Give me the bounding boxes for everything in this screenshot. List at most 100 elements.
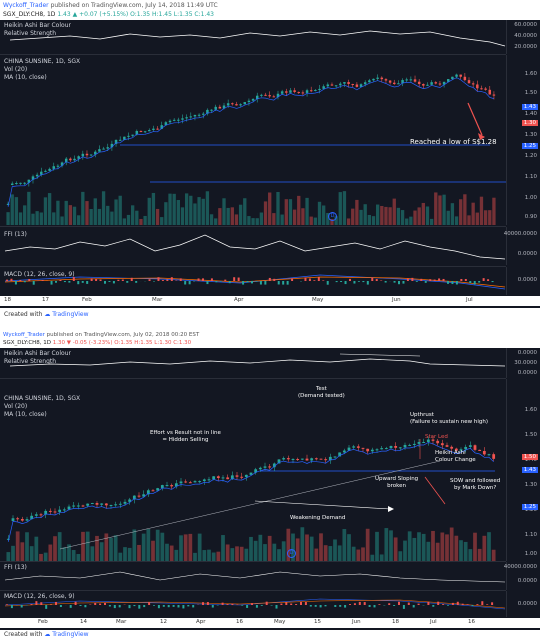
volume-bar [384, 528, 389, 561]
candle-body [403, 444, 407, 448]
macd-chart [4, 598, 506, 610]
volume-bar [179, 535, 183, 561]
candle-body [230, 475, 234, 480]
volume-bar [459, 540, 463, 561]
macd-histogram-bar [486, 604, 489, 605]
volume-bar [346, 218, 351, 225]
macd-histogram-bar [30, 604, 33, 605]
macd-histogram-bar [280, 603, 283, 605]
volume-bar [141, 533, 146, 561]
macd-histogram-bar [130, 277, 133, 281]
candle-body [85, 153, 89, 156]
author-link[interactable]: Wyckoff_Trader [3, 2, 49, 9]
price-tick: 1.50 [524, 432, 537, 438]
candle-body [338, 452, 342, 457]
macd-histogram-bar [251, 603, 253, 605]
support-annotation: Upward Sloping broken [375, 476, 419, 489]
fi-axis: 40000.0000 0.0000 [504, 562, 540, 590]
volume-bar [57, 532, 62, 561]
macd-histogram-bar [237, 277, 240, 281]
price-tick: 1.20 [524, 507, 537, 513]
candle-body [174, 483, 178, 487]
macd-histogram-bar [197, 278, 200, 281]
macd-histogram-bar [456, 601, 459, 605]
volume-bar [263, 201, 268, 225]
created-with-top: Created with ☁ TradingView [4, 311, 89, 318]
moving-average-line [7, 77, 494, 207]
candle-body [118, 503, 122, 505]
candle-body [431, 439, 435, 441]
macd-histogram-bar [72, 277, 75, 281]
volume-bar [23, 205, 27, 225]
candle-body [148, 130, 151, 132]
macd-histogram-bar [375, 279, 378, 281]
candle-body [216, 476, 220, 479]
macd-histogram-bar [424, 281, 427, 283]
price-tick: 1.40 [524, 457, 537, 463]
macd-histogram-bar [28, 279, 31, 281]
author-link[interactable]: Wyckoff_Trader [3, 332, 45, 338]
candle-body [356, 446, 360, 448]
candle-body [40, 171, 43, 175]
macd-histogram-bar [427, 601, 430, 605]
price-candlestick-chart[interactable] [0, 55, 506, 225]
volume-bar [101, 191, 106, 225]
macd-histogram-bar [335, 281, 338, 283]
volume-bar [351, 546, 356, 561]
macd-histogram-bar [117, 279, 120, 281]
volume-bar [39, 212, 43, 225]
volume-bar [249, 536, 253, 561]
volume-bar [281, 541, 286, 561]
volume-bar [247, 216, 251, 225]
candle-body [48, 510, 52, 512]
candle-body [451, 76, 454, 80]
price-axis: 1.60 1.50 1.40 1.30 1.20 1.10 1.00 0.90 … [506, 55, 540, 225]
price-candlestick-chart[interactable] [0, 379, 506, 561]
volume-bar [468, 549, 473, 561]
candle-body [179, 481, 183, 484]
candle-body [39, 514, 43, 516]
volume-bar [388, 207, 392, 225]
volume-bar [113, 535, 118, 561]
volume-bar [137, 544, 141, 561]
candle-body [239, 104, 242, 106]
candle-body [482, 450, 486, 455]
macd-histogram-bar [344, 605, 347, 608]
candle-body [210, 109, 213, 111]
volume-bar [347, 534, 351, 561]
tradingview-link[interactable]: TradingView [52, 631, 89, 638]
volume-bar [114, 199, 118, 225]
dividend-marker[interactable]: D [287, 549, 296, 558]
volume-bar [251, 218, 255, 225]
macd-histogram-bar [153, 281, 155, 282]
candle-body [412, 443, 416, 445]
volume-bar [322, 205, 326, 225]
macd-histogram-bar [179, 278, 182, 281]
volume-bar [492, 197, 496, 225]
volume-bar [11, 545, 15, 561]
volume-bar [151, 192, 156, 225]
volume-bar [405, 218, 409, 225]
volume-bar [188, 533, 193, 561]
volume-bar [454, 535, 459, 561]
candle-body [438, 83, 442, 85]
dividend-marker[interactable]: D [328, 212, 337, 221]
volume-bar [417, 207, 421, 225]
x-label: Jun [352, 619, 361, 625]
symbol-name: SGX_DLY:CH8, 1D [3, 340, 52, 346]
candle-body [305, 90, 309, 93]
tradingview-link[interactable]: TradingView [52, 311, 89, 318]
volume-bar [99, 542, 104, 561]
volume-bar [413, 210, 417, 225]
volume-bar [35, 211, 39, 225]
volume-bar [71, 550, 76, 561]
volume-bar [15, 531, 20, 561]
candle-body [151, 490, 155, 492]
rs-indicator-name: Relative Strength [4, 358, 57, 365]
volume-bar [183, 534, 188, 561]
volume-bar [334, 216, 338, 225]
macd-histogram-bar [63, 281, 66, 283]
candle-body [53, 511, 57, 513]
macd-histogram-bar [242, 281, 245, 285]
volume-bar [174, 549, 179, 561]
